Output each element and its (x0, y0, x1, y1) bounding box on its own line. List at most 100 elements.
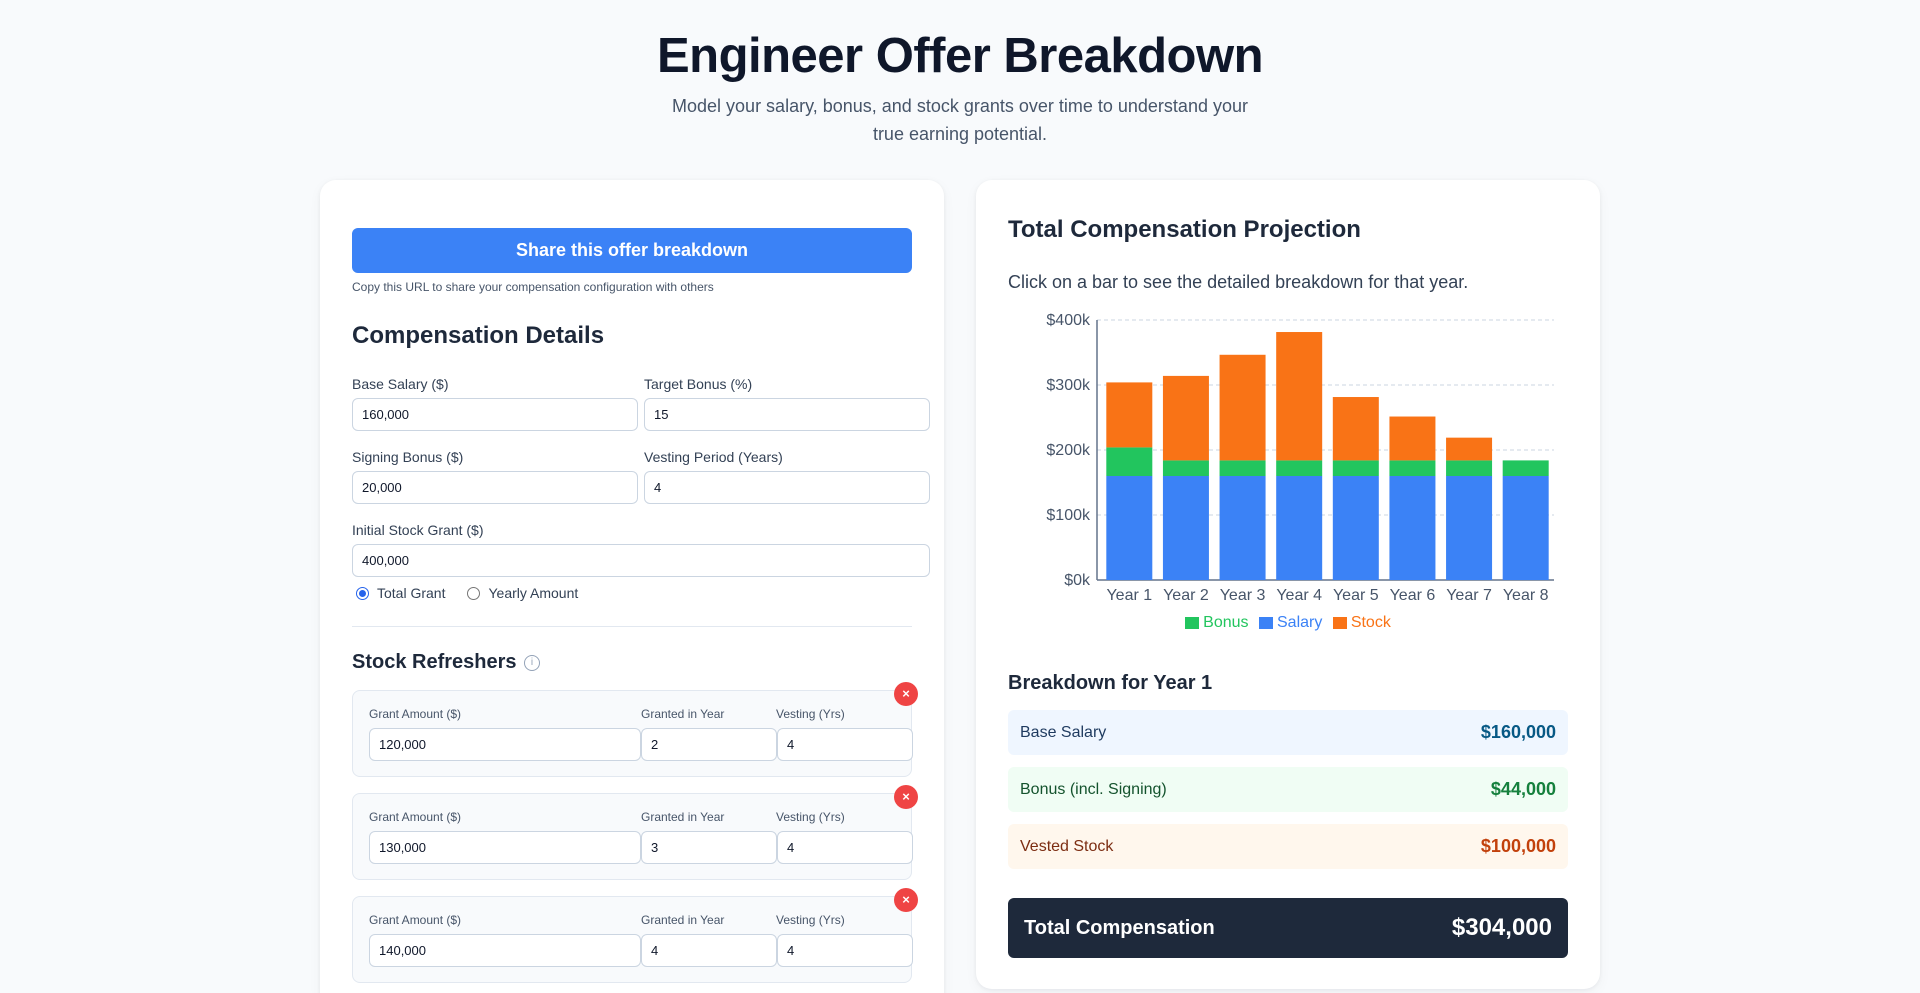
remove-refresher-button[interactable]: × (894, 888, 918, 912)
total-grant-label[interactable]: Total Grant (377, 585, 446, 601)
y-tick-label: $400k (1046, 312, 1091, 329)
bar-salary-4[interactable] (1276, 476, 1323, 580)
inputs-panel: Share this offer breakdown Copy this URL… (320, 180, 944, 993)
refresher-row: Grant Amount ($) Granted in Year Vesting… (352, 896, 913, 983)
bar-stock-4[interactable] (1276, 332, 1323, 461)
legend-swatch-stock (1332, 617, 1347, 629)
x-tick-label: Year 7 (1446, 587, 1492, 604)
yearly-amount-radio[interactable] (467, 586, 481, 600)
vesting-period-label: Vesting Period (Years) (644, 449, 783, 465)
refresher-row: Grant Amount ($) Granted in Year Vesting… (352, 793, 913, 880)
share-button[interactable]: Share this offer breakdown (352, 228, 912, 273)
total-compensation-label: Total Compensation (1024, 916, 1215, 939)
bar-bonus-7[interactable] (1446, 460, 1493, 476)
legend-label-salary: Salary (1277, 614, 1323, 631)
y-tick-label: $300k (1046, 377, 1091, 394)
page-title: Engineer Offer Breakdown (656, 29, 1264, 83)
chart-legend: Bonus Salary Stock (976, 614, 1600, 634)
share-note: Copy this URL to share your compensation… (352, 280, 714, 294)
bar-salary-6[interactable] (1389, 476, 1436, 580)
x-tick-label: Year 2 (1163, 587, 1209, 604)
breakdown-row-salary: Base Salary $160,000 (1008, 710, 1568, 755)
x-tick-label: Year 8 (1503, 587, 1549, 604)
info-icon[interactable]: i (524, 655, 540, 671)
target-bonus-input[interactable] (644, 398, 930, 431)
grant-amount-label: Grant Amount ($) (369, 913, 462, 927)
refresher-row: Grant Amount ($) Granted in Year Vesting… (352, 690, 913, 777)
x-tick-label: Year 6 (1390, 587, 1436, 604)
grant-amount-label: Grant Amount ($) (369, 810, 462, 824)
granted-year-input[interactable] (641, 728, 777, 761)
breakdown-stock-label: Vested Stock (1020, 837, 1114, 855)
initial-grant-label: Initial Stock Grant ($) (352, 522, 484, 538)
signing-bonus-input[interactable] (352, 471, 638, 504)
bar-stock-3[interactable] (1219, 354, 1266, 461)
legend-item-stock[interactable]: Stock (1332, 614, 1391, 632)
x-tick-label: Year 5 (1333, 587, 1379, 604)
initial-grant-input[interactable] (352, 544, 930, 577)
grant-amount-input[interactable] (369, 934, 641, 967)
projection-hint: Click on a bar to see the detailed break… (1008, 272, 1469, 292)
vesting-years-input[interactable] (777, 831, 913, 864)
bar-stock-1[interactable] (1106, 382, 1153, 448)
bar-bonus-1[interactable] (1106, 447, 1153, 476)
bar-stock-2[interactable] (1162, 375, 1209, 461)
grant-amount-input[interactable] (369, 728, 641, 761)
total-compensation-value: $304,000 (1451, 914, 1552, 941)
vesting-years-input[interactable] (777, 728, 913, 761)
bar-salary-2[interactable] (1162, 476, 1209, 580)
breakdown-salary-value: $160,000 (1480, 722, 1556, 742)
bar-salary-1[interactable] (1106, 476, 1153, 580)
remove-refresher-button[interactable]: × (894, 682, 918, 706)
x-tick-label: Year 1 (1106, 587, 1152, 604)
base-salary-label: Base Salary ($) (352, 376, 449, 392)
granted-year-input[interactable] (641, 831, 777, 864)
bar-salary-3[interactable] (1219, 476, 1266, 580)
section-divider (352, 626, 912, 627)
bar-bonus-2[interactable] (1162, 460, 1209, 476)
grant-amount-label: Grant Amount ($) (369, 707, 462, 721)
legend-item-bonus[interactable]: Bonus (1185, 614, 1249, 632)
bar-salary-7[interactable] (1446, 476, 1493, 580)
legend-label-stock: Stock (1350, 614, 1391, 631)
breakdown-row-bonus: Bonus (incl. Signing) $44,000 (1008, 767, 1568, 812)
breakdown-bonus-label: Bonus (incl. Signing) (1020, 780, 1167, 798)
legend-swatch-bonus (1185, 617, 1200, 629)
grant-type-radio-group: Total Grant Yearly Amount (356, 585, 578, 601)
bar-bonus-6[interactable] (1389, 460, 1436, 476)
vesting-period-input[interactable] (644, 471, 930, 504)
total-grant-radio[interactable] (356, 586, 369, 600)
bar-bonus-8[interactable] (1502, 460, 1549, 476)
bar-bonus-3[interactable] (1219, 460, 1266, 476)
y-tick-label: $200k (1046, 442, 1091, 459)
signing-bonus-label: Signing Bonus ($) (352, 449, 464, 465)
projection-panel: Total Compensation Projection Click on a… (976, 180, 1600, 989)
base-salary-input[interactable] (352, 398, 638, 431)
total-compensation-row: Total Compensation $304,000 (1008, 898, 1568, 958)
breakdown-row-stock: Vested Stock $100,000 (1008, 824, 1568, 869)
vesting-years-label: Vesting (Yrs) (776, 707, 845, 721)
breakdown-bonus-value: $44,000 (1490, 779, 1556, 799)
granted-year-input[interactable] (641, 934, 777, 967)
bar-stock-7[interactable] (1446, 437, 1493, 461)
breakdown-title: Breakdown for Year 1 (1008, 672, 1213, 694)
legend-item-salary[interactable]: Salary (1259, 614, 1322, 632)
bar-stock-5[interactable] (1332, 397, 1379, 461)
bar-stock-6[interactable] (1389, 416, 1436, 461)
y-tick-label: $0k (1064, 572, 1091, 589)
x-tick-label: Year 4 (1276, 587, 1322, 604)
y-tick-label: $100k (1046, 507, 1091, 524)
x-tick-label: Year 3 (1220, 587, 1266, 604)
grant-amount-input[interactable] (369, 831, 641, 864)
yearly-amount-label[interactable]: Yearly Amount (488, 585, 579, 601)
projection-title: Total Compensation Projection (1008, 216, 1361, 243)
vesting-years-label: Vesting (Yrs) (776, 810, 845, 824)
remove-refresher-button[interactable]: × (894, 785, 918, 809)
bar-salary-8[interactable] (1502, 476, 1549, 580)
bar-bonus-4[interactable] (1276, 460, 1323, 476)
breakdown-stock-value: $100,000 (1480, 836, 1556, 856)
bar-bonus-5[interactable] (1332, 460, 1379, 476)
stock-refreshers-heading: Stock Refreshers (352, 651, 517, 673)
bar-salary-5[interactable] (1332, 476, 1379, 580)
vesting-years-input[interactable] (777, 934, 913, 967)
